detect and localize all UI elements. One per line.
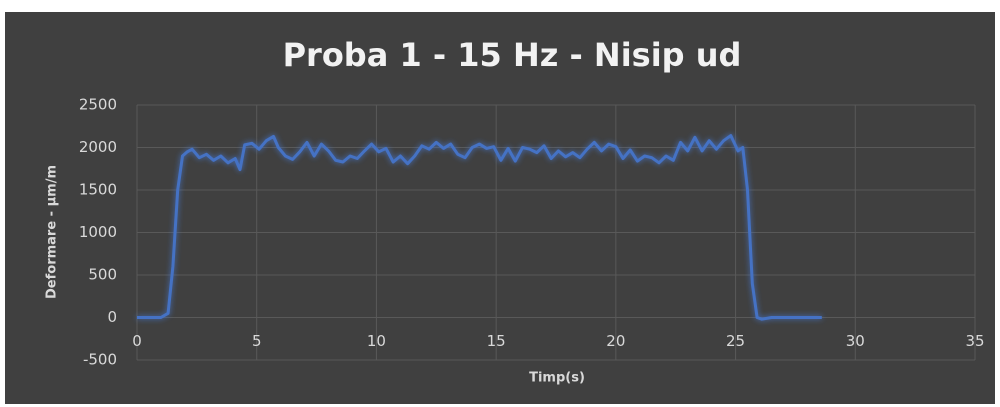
x-tick-label: 20 xyxy=(606,332,625,350)
chart-background xyxy=(5,12,995,404)
y-tick-label: 1500 xyxy=(79,181,117,199)
x-tick-label: 15 xyxy=(487,332,506,350)
y-tick-label: 0 xyxy=(107,308,117,326)
x-tick-label: 30 xyxy=(846,332,865,350)
y-tick-label: 2000 xyxy=(79,138,117,156)
x-tick-label: 35 xyxy=(965,332,984,350)
x-tick-label: 25 xyxy=(726,332,745,350)
chart-title: Proba 1 - 15 Hz - Nisip ud xyxy=(283,36,742,74)
y-tick-label: -500 xyxy=(83,351,117,369)
y-tick-label: 500 xyxy=(88,266,117,284)
x-tick-label: 10 xyxy=(367,332,386,350)
y-tick-label: 1000 xyxy=(79,223,117,241)
x-axis-title: Timp(s) xyxy=(529,371,585,386)
data-line xyxy=(137,134,822,321)
x-tick-label: 0 xyxy=(132,332,142,350)
y-tick-label: 2500 xyxy=(79,96,117,114)
y-axis-title: Deformare - µm/m xyxy=(45,165,60,299)
x-tick-label: 5 xyxy=(252,332,262,350)
